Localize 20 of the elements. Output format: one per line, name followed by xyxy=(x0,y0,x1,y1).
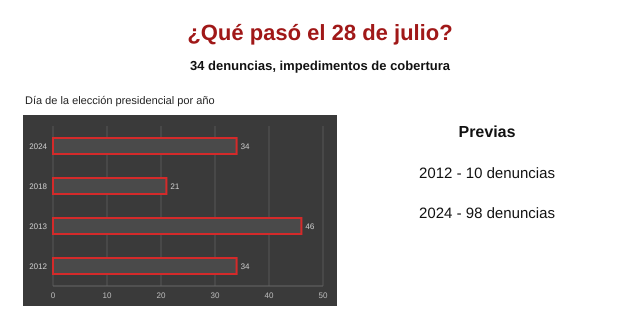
y-tick-label: 2018 xyxy=(29,182,48,191)
chart-subtitle: 34 denuncias, impedimentos de cobertura xyxy=(190,58,451,73)
x-tick-label: 10 xyxy=(102,291,112,300)
x-tick-label: 50 xyxy=(318,291,328,300)
data-label: 21 xyxy=(170,182,180,191)
data-label: 34 xyxy=(240,142,250,151)
y-tick-label: 2012 xyxy=(29,262,48,271)
text: 2012 - 10 denuncias xyxy=(419,165,555,182)
x-tick-label: 40 xyxy=(264,291,274,300)
y-tick-label: 2013 xyxy=(29,222,48,231)
x-tick-label: 20 xyxy=(156,291,166,300)
data-label: 46 xyxy=(305,222,315,231)
x-tick-label: 0 xyxy=(50,291,56,300)
text: Día de la elección presidencial por año xyxy=(25,95,215,107)
y-tick-label: 2024 xyxy=(29,142,48,151)
text: 2024 - 98 denuncias xyxy=(419,205,555,222)
text: Previas xyxy=(458,124,516,141)
x-tick-label: 30 xyxy=(210,291,220,300)
data-label: 34 xyxy=(240,262,250,271)
chart-title: ¿Qué pasó el 28 de julio? xyxy=(187,20,453,45)
